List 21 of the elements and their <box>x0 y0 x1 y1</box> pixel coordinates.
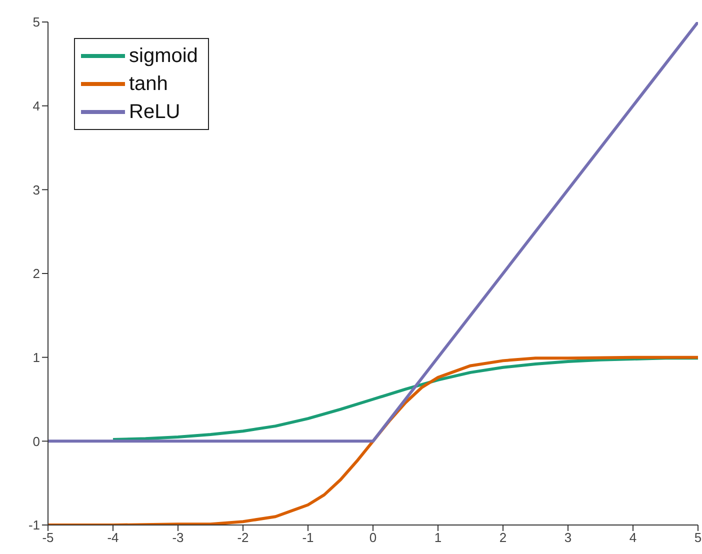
y-tick-label: 2 <box>32 266 40 282</box>
legend-label: tanh <box>129 72 168 96</box>
x-tick-label: -5 <box>42 530 54 546</box>
y-tick-label: 5 <box>32 14 40 30</box>
y-tick-label: 3 <box>32 182 40 198</box>
x-tick-label: 1 <box>434 530 442 546</box>
x-tick-label: -2 <box>237 530 249 546</box>
y-tick-label: 0 <box>32 434 40 449</box>
x-tick-label: 2 <box>499 530 507 546</box>
x-tick-label: -3 <box>172 530 184 546</box>
y-tick-label: -1 <box>28 518 40 533</box>
x-tick-label: 4 <box>629 530 637 546</box>
legend-label: ReLU <box>129 100 180 124</box>
x-tick-label: 5 <box>694 530 702 546</box>
x-tick-label: -4 <box>107 530 119 546</box>
legend-label: sigmoid <box>129 44 198 68</box>
y-tick-label: 1 <box>32 350 40 365</box>
x-tick-label: 3 <box>564 530 572 546</box>
x-tick-label: -1 <box>302 530 314 546</box>
y-tick-label: 4 <box>32 98 40 114</box>
x-tick-label: 0 <box>369 530 377 546</box>
